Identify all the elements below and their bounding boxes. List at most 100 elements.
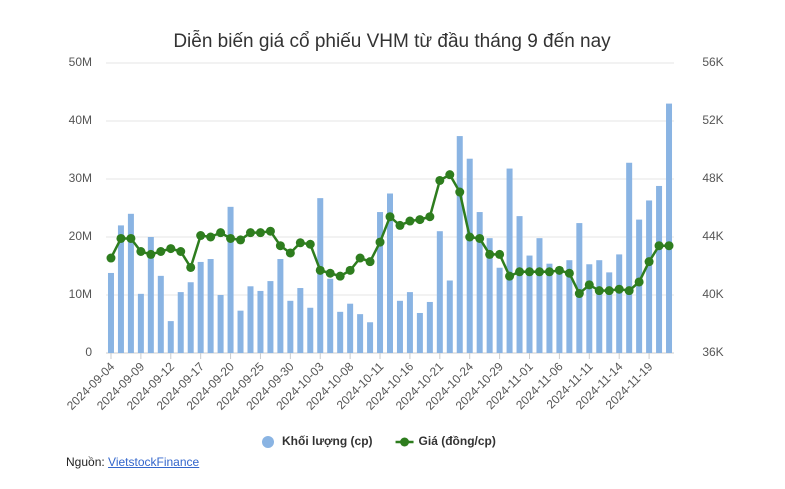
legend-label: Khối lượng (cp) [282, 434, 373, 448]
bar [277, 259, 284, 353]
bar [237, 310, 244, 353]
line-marker [186, 262, 196, 272]
bar [456, 136, 463, 353]
line-marker [385, 212, 395, 222]
legend-swatch [400, 437, 410, 447]
bar [177, 292, 184, 353]
line-marker [136, 247, 146, 256]
bar [436, 231, 443, 353]
y-tick-label: 20M [69, 229, 92, 243]
bar [506, 168, 513, 353]
bar [257, 290, 264, 353]
line-marker [425, 212, 435, 222]
bar [157, 275, 164, 353]
y-tick-label: 30M [69, 171, 92, 185]
bar [616, 254, 623, 353]
line-marker [654, 241, 664, 251]
bar [536, 238, 543, 353]
bar [596, 260, 603, 353]
bar [556, 267, 563, 353]
bar [287, 300, 294, 353]
line-marker [395, 220, 405, 230]
line-marker [375, 237, 385, 247]
bar [406, 292, 413, 353]
line-marker [265, 226, 275, 236]
y2-tick-label: 40K [702, 287, 723, 301]
line-marker [315, 265, 325, 275]
bar [576, 223, 583, 353]
bar [646, 200, 653, 353]
chart-title: Diễn biến giá cổ phiếu VHM từ đầu tháng … [173, 30, 611, 52]
line-marker [485, 249, 495, 259]
line-marker [664, 241, 674, 251]
bar [107, 272, 114, 353]
line-marker [574, 289, 584, 299]
legend-label: Giá (đồng/cp) [419, 434, 496, 448]
bar [357, 314, 364, 353]
line-marker [544, 267, 554, 277]
bar [656, 185, 663, 353]
line-marker [465, 232, 475, 242]
source-link[interactable]: VietstockFinance [108, 455, 200, 469]
line-marker [365, 257, 375, 267]
y-tick-label: 0 [85, 345, 92, 359]
bar [526, 255, 533, 353]
bar [476, 212, 483, 353]
line-marker [226, 233, 236, 243]
line-marker [116, 233, 126, 243]
chart: Diễn biến giá cổ phiếu VHM từ đầu tháng … [64, 30, 724, 448]
bar [297, 288, 304, 353]
line-marker [554, 265, 564, 275]
bar [426, 301, 433, 353]
page: {"chart_data": { "type": "combo", "title… [64, 30, 724, 469]
bar [666, 103, 673, 353]
line-marker [196, 231, 206, 241]
bar [396, 300, 403, 353]
line-marker [126, 233, 136, 243]
bar [227, 206, 234, 353]
source-prefix: Nguồn: [66, 455, 105, 469]
line-marker [564, 268, 574, 278]
line-marker [405, 216, 415, 226]
bar [347, 303, 354, 353]
y2-tick-label: 48K [702, 171, 723, 185]
bar [207, 259, 214, 353]
legend-swatch [262, 436, 274, 448]
line-marker [146, 249, 156, 259]
y2-tick-label: 56K [702, 55, 723, 69]
bar [416, 312, 423, 353]
line-marker [345, 265, 355, 275]
line-marker [355, 253, 365, 263]
y-tick-label: 40M [69, 113, 92, 127]
line-marker [624, 286, 634, 296]
bar [606, 272, 613, 353]
bar [367, 322, 374, 353]
line-marker [156, 247, 166, 256]
line-marker [475, 233, 485, 243]
line-marker [305, 239, 315, 249]
line-marker [245, 228, 255, 238]
bar [117, 225, 124, 353]
line-marker [106, 253, 116, 263]
y-tick-label: 50M [69, 55, 92, 69]
bar [137, 293, 144, 353]
bar [446, 280, 453, 353]
line-marker [166, 244, 176, 254]
line-marker [216, 228, 226, 238]
bar [377, 212, 384, 353]
bar [466, 158, 473, 353]
bar [496, 267, 503, 353]
bar [317, 198, 324, 353]
bar [197, 261, 204, 353]
line-marker [515, 267, 525, 277]
line-marker [614, 284, 624, 294]
bar [147, 237, 154, 353]
line-marker [495, 249, 505, 259]
line-marker [325, 268, 335, 278]
line-marker [275, 241, 285, 251]
line-marker [335, 271, 345, 281]
bar [187, 282, 194, 353]
bar [247, 286, 254, 353]
line-marker [534, 267, 544, 277]
bar [337, 311, 344, 353]
